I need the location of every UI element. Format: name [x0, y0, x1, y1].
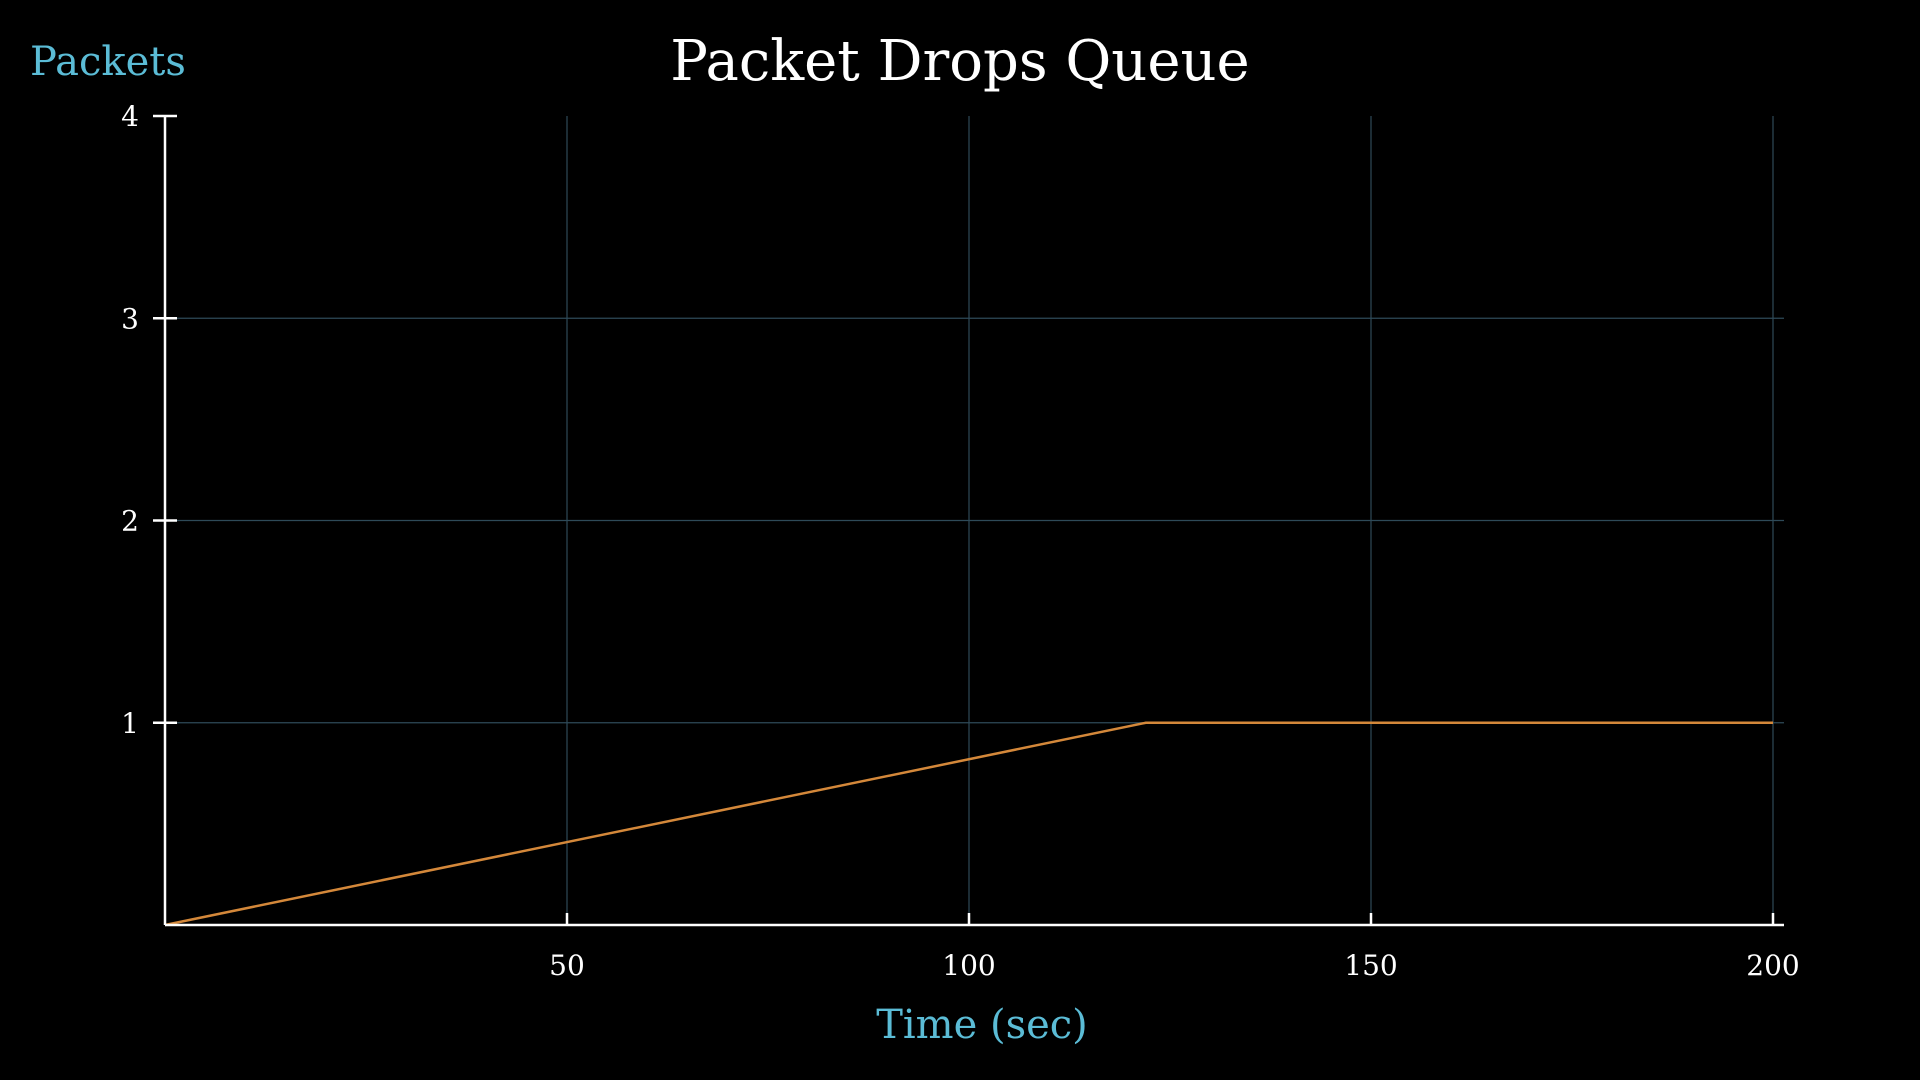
x-tick-label: 150 — [1344, 949, 1397, 982]
x-axis-title: Time (sec) — [876, 1002, 1088, 1048]
x-tick-label: 200 — [1746, 949, 1799, 982]
ticks: 50 100 150 200 1 2 3 4 — [121, 100, 1800, 982]
x-tick-label: 100 — [942, 949, 995, 982]
series-layer — [164, 721, 1773, 927]
x-tick-label: 50 — [549, 949, 585, 982]
y-tick-label: 4 — [121, 100, 139, 133]
grid — [165, 116, 1784, 925]
series-line — [164, 721, 1773, 927]
y-tick-label: 1 — [121, 707, 139, 740]
y-tick-label: 2 — [121, 505, 139, 538]
y-axis-title: Packets — [30, 39, 186, 85]
chart-title: Packet Drops Queue — [670, 29, 1249, 94]
y-tick-label: 3 — [121, 302, 139, 335]
